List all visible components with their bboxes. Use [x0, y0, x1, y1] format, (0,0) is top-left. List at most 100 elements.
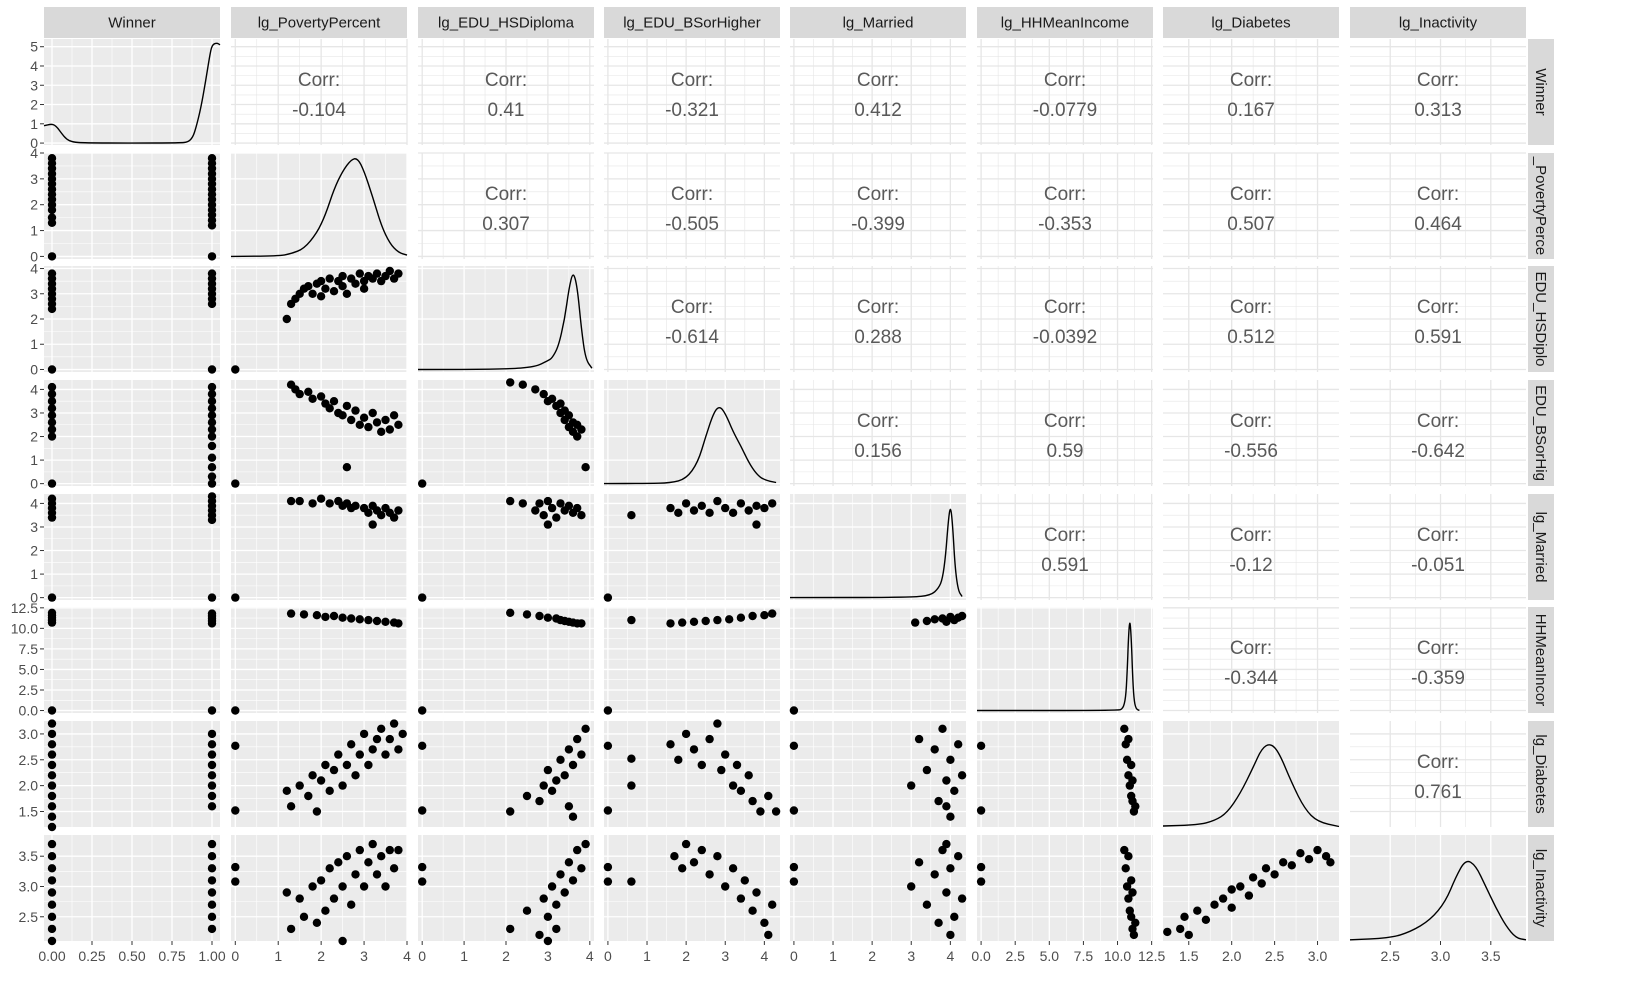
scatter-point	[1120, 724, 1129, 733]
scatter-point	[47, 740, 57, 749]
scatter-point	[282, 786, 291, 795]
scatter-point	[47, 888, 57, 897]
y-tick-label: 2.5	[19, 909, 39, 925]
corr-number: -0.505	[665, 214, 719, 235]
scatter-point	[627, 877, 636, 886]
y-tick-label: 0	[30, 135, 38, 151]
corr-heading: Corr:	[671, 70, 713, 91]
scatter-point	[976, 862, 986, 872]
scatter-point	[207, 864, 217, 873]
scatter-point	[359, 882, 369, 891]
scatter-point	[231, 706, 240, 715]
correlation-value: Corr: 0.59	[1044, 411, 1086, 462]
scatter-point	[207, 791, 217, 801]
scatter-point	[1176, 924, 1185, 934]
scatter-point	[603, 593, 613, 602]
scatter-point	[721, 882, 730, 891]
scatter-point	[321, 284, 330, 293]
scatter-point	[338, 271, 347, 281]
scatter-point	[207, 876, 217, 885]
scatter-point	[299, 610, 309, 619]
correlation-panel	[1350, 380, 1526, 486]
scatter-panel-points	[418, 608, 586, 715]
corr-number: 0.59	[1047, 441, 1084, 462]
scatter-point	[308, 289, 317, 298]
scatter-point	[760, 611, 769, 620]
scatter-point	[1127, 876, 1136, 885]
scatter-point	[666, 740, 675, 749]
scatter-point	[556, 870, 565, 879]
density-curve	[1162, 744, 1340, 828]
corr-heading: Corr:	[1417, 411, 1459, 432]
scatter-point	[560, 771, 569, 780]
scatter-point	[666, 503, 675, 513]
scatter-point	[522, 791, 532, 801]
plot-panel	[1350, 835, 1526, 941]
scatter-point	[207, 729, 217, 739]
y-tick-label: 4	[30, 495, 38, 511]
scatter-panel-points	[418, 724, 590, 821]
scatter-point	[522, 906, 532, 915]
scatter-point	[603, 877, 613, 886]
x-tick-label: 1	[829, 948, 837, 964]
correlation-panel	[1350, 39, 1526, 145]
correlation-panel	[977, 266, 1153, 372]
y-tick-label: 0	[30, 590, 38, 606]
plot-panel	[44, 266, 220, 372]
scatter-point	[764, 791, 773, 801]
scatter-point	[316, 876, 326, 885]
scatter-point	[282, 888, 291, 897]
corr-heading: Corr:	[1230, 184, 1272, 205]
scatter-point	[697, 760, 706, 770]
scatter-point	[938, 845, 947, 855]
correlation-value: Corr: -0.642	[1411, 411, 1465, 462]
x-tick-label: 3	[907, 948, 915, 964]
scatter-point	[47, 432, 57, 441]
scatter-point	[325, 499, 334, 508]
y-tick-label: 4	[30, 145, 38, 161]
y-tick-label: 1.5	[19, 803, 39, 819]
scatter-point	[231, 365, 240, 374]
scatter-point	[768, 900, 777, 909]
corr-heading: Corr:	[1417, 297, 1459, 318]
column-strip	[977, 7, 1153, 38]
scatter-point	[308, 882, 317, 891]
correlation-panel	[1163, 152, 1339, 259]
correlation-panel	[604, 39, 780, 145]
scatter-point	[47, 812, 57, 821]
scatter-point	[207, 425, 217, 434]
scatter-point	[207, 154, 217, 163]
scatter-point	[681, 839, 691, 849]
scatter-point	[670, 852, 679, 861]
corr-number: -0.104	[292, 100, 346, 121]
scatter-point	[377, 511, 386, 520]
scatter-point	[364, 422, 373, 432]
scatter-point	[368, 839, 377, 849]
scatter-point	[295, 894, 304, 903]
scatter-point	[381, 750, 390, 759]
scatter-point	[573, 432, 582, 441]
scatter-point	[321, 906, 330, 915]
scatter-panel-points	[976, 724, 1140, 816]
scatter-point	[316, 392, 326, 401]
scatter-point	[351, 771, 360, 780]
axis-ticks: 012345012340123401234012340.02.55.07.510…	[11, 39, 1501, 964]
scatter-point	[312, 918, 322, 927]
scatter-point	[207, 593, 217, 602]
scatter-point	[364, 760, 373, 770]
scatter-point	[1128, 776, 1137, 785]
scatter-point	[207, 492, 217, 501]
scatter-point	[316, 776, 326, 785]
y-tick-label: 3	[30, 77, 38, 93]
column-label: lg_PovertyPercent	[258, 15, 381, 32]
corr-heading: Corr:	[1230, 70, 1272, 91]
correlation-panel	[1163, 607, 1339, 713]
scatter-point	[207, 389, 217, 399]
scatter-point	[368, 520, 377, 529]
scatter-point	[47, 593, 57, 602]
scatter-point	[768, 609, 777, 618]
corr-heading: Corr:	[1230, 638, 1272, 659]
scatter-point	[334, 750, 343, 759]
scatter-point	[372, 269, 382, 278]
